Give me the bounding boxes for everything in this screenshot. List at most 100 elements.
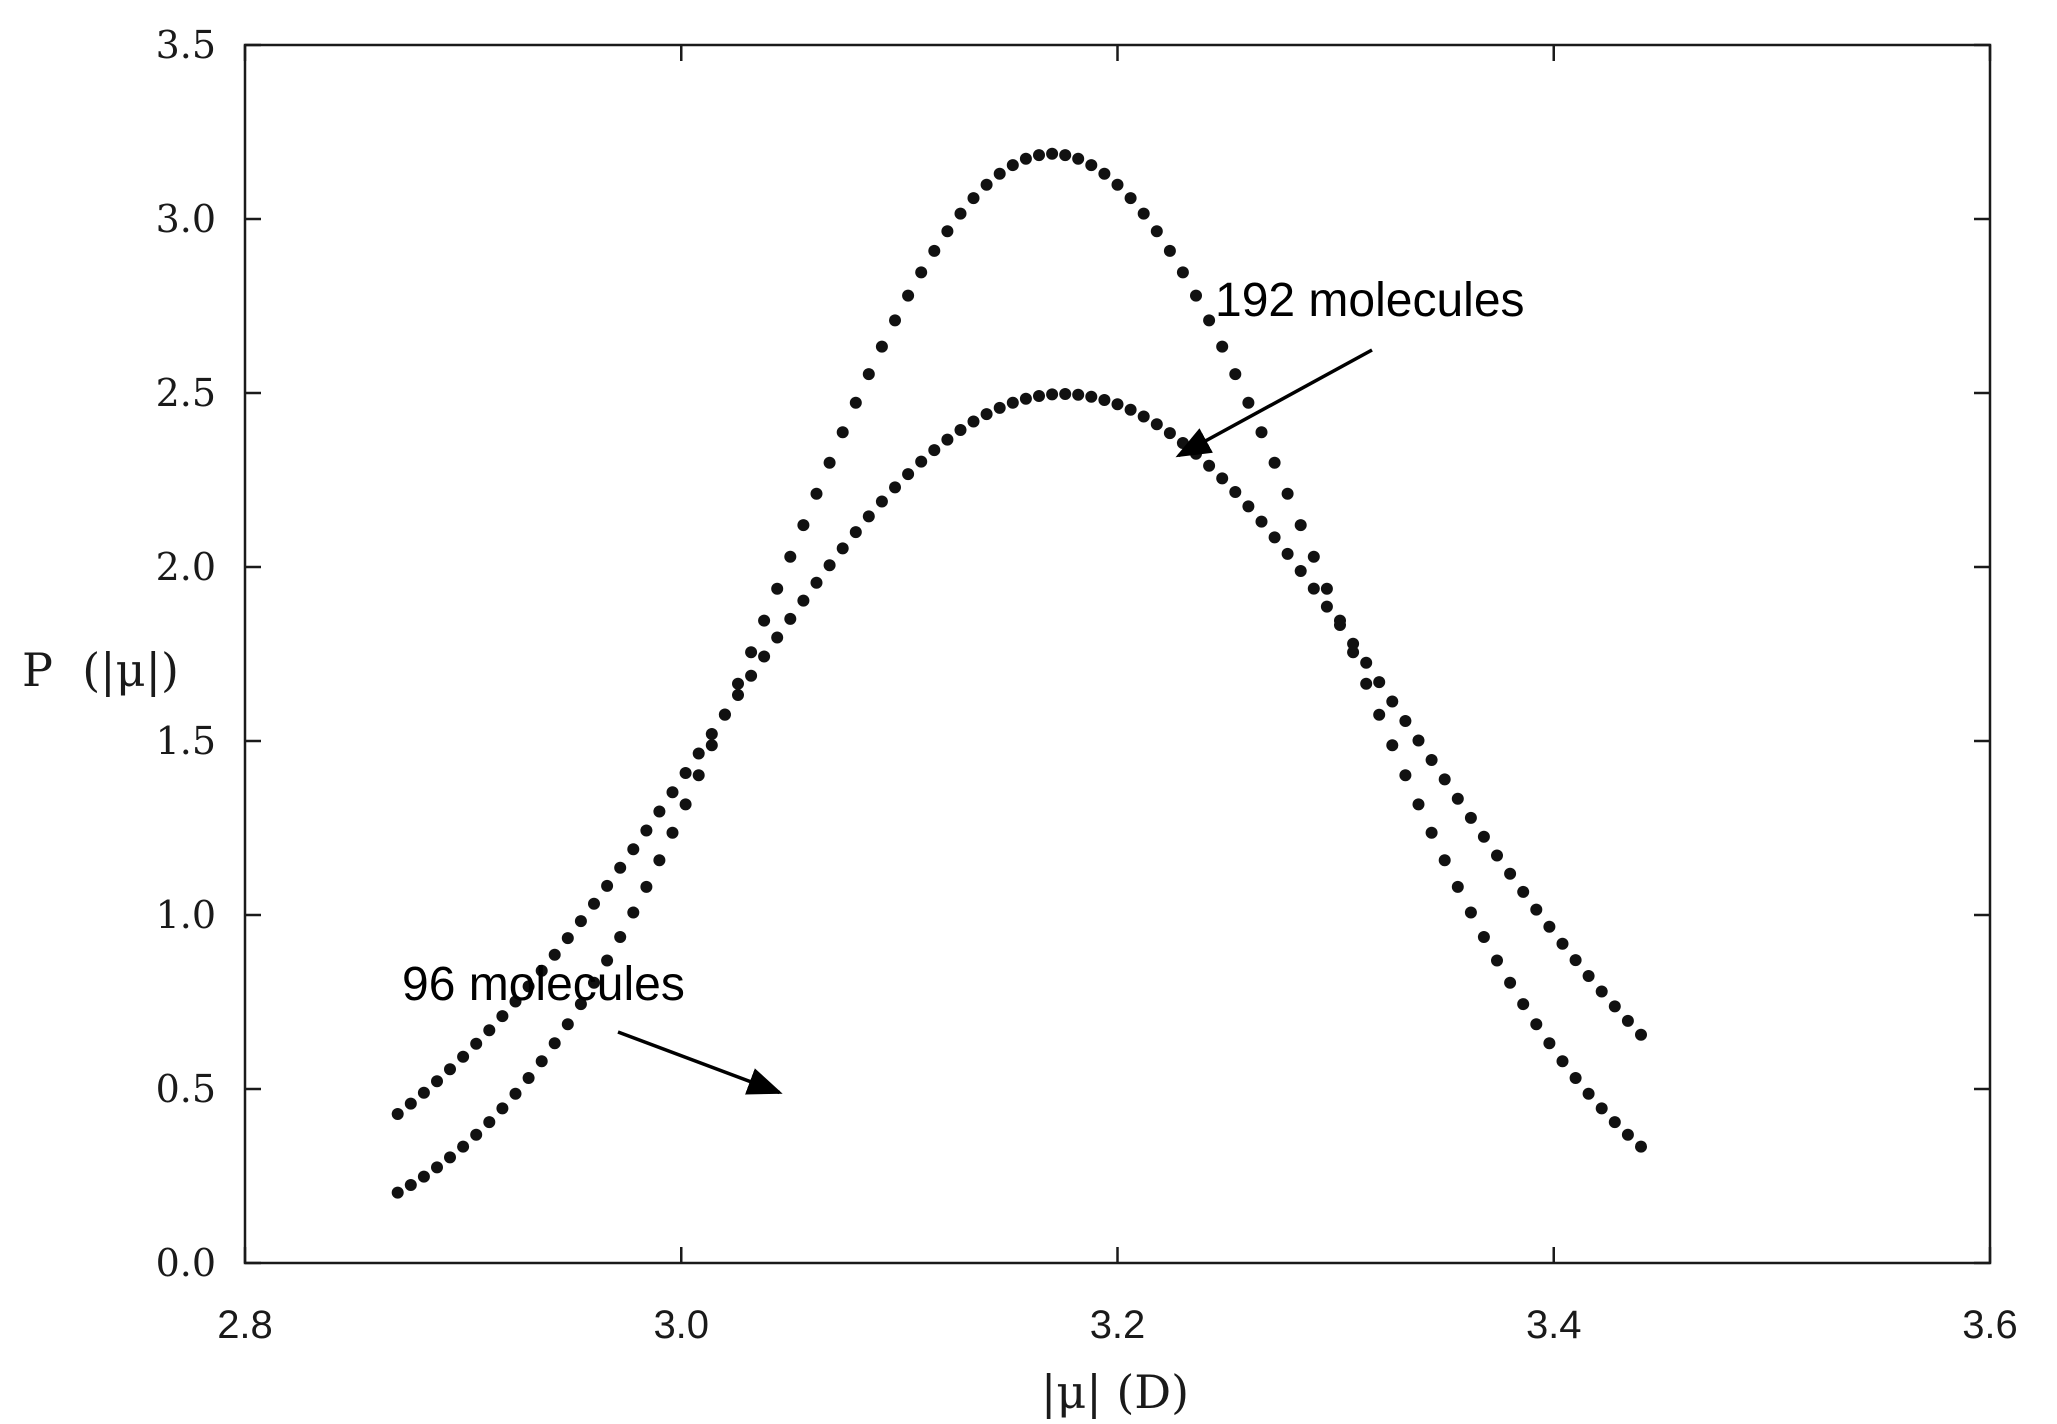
data-point xyxy=(1530,1018,1543,1031)
data-point xyxy=(666,826,679,839)
data-point xyxy=(1635,1028,1647,1041)
data-point xyxy=(1373,708,1386,721)
y-tick-label: 2.0 xyxy=(156,545,216,589)
data-point xyxy=(967,192,980,205)
data-point xyxy=(522,980,535,993)
data-point xyxy=(1111,178,1124,191)
data-point xyxy=(1006,396,1019,409)
data-point xyxy=(509,1087,522,1100)
data-point xyxy=(771,582,784,595)
data-point xyxy=(1608,1116,1621,1129)
data-point xyxy=(404,1179,417,1191)
data-point xyxy=(1438,773,1451,786)
data-point xyxy=(1176,266,1189,279)
data-point xyxy=(823,456,836,469)
data-point xyxy=(1294,565,1307,577)
plot-frame xyxy=(243,43,1992,1265)
y-tick-label: 3.0 xyxy=(156,197,216,241)
data-point xyxy=(444,1063,456,1076)
data-point xyxy=(574,998,587,1011)
data-point xyxy=(1347,646,1360,659)
data-point xyxy=(470,1037,483,1050)
data-point xyxy=(1621,1014,1634,1027)
data-point xyxy=(1595,985,1608,998)
data-point xyxy=(889,481,901,494)
data-point xyxy=(614,861,627,874)
data-point xyxy=(1137,207,1150,220)
data-point xyxy=(1216,472,1229,485)
data-point xyxy=(1360,677,1373,690)
y-tick-label: 1.5 xyxy=(156,719,216,763)
data-point xyxy=(1582,970,1595,982)
x-tick-label: 2.8 xyxy=(217,1303,273,1347)
data-point xyxy=(902,289,915,302)
data-point xyxy=(614,931,627,943)
data-point xyxy=(980,408,993,421)
data-point xyxy=(1281,547,1294,560)
data-point xyxy=(1124,192,1137,205)
data-point xyxy=(797,594,810,607)
data-point xyxy=(836,542,849,555)
x-tick-label: 3.4 xyxy=(1526,1303,1582,1347)
data-point xyxy=(849,526,862,539)
data-point xyxy=(588,976,600,989)
data-point xyxy=(1517,885,1530,898)
data-point xyxy=(1059,149,1072,162)
data-point xyxy=(601,879,614,892)
data-point xyxy=(1242,396,1255,409)
data-point xyxy=(1477,830,1490,843)
data-point xyxy=(535,964,548,977)
data-point xyxy=(679,767,692,779)
data-point xyxy=(1190,289,1202,302)
data-point xyxy=(1451,792,1464,805)
data-point xyxy=(457,1140,470,1153)
data-point xyxy=(1582,1087,1595,1100)
data-point xyxy=(1242,500,1255,513)
data-point xyxy=(836,426,849,439)
data-point xyxy=(1595,1102,1608,1115)
data-point xyxy=(915,266,928,279)
data-point xyxy=(1163,244,1176,257)
data-point xyxy=(1412,798,1425,811)
data-point xyxy=(561,932,574,945)
data-point xyxy=(1399,715,1412,727)
data-point xyxy=(928,244,941,257)
data-point xyxy=(1477,931,1490,943)
data-point xyxy=(1438,854,1451,867)
data-point xyxy=(1216,340,1229,353)
y-tick-label: 1.0 xyxy=(156,893,216,937)
data-point xyxy=(1347,637,1360,650)
data-point xyxy=(1556,937,1569,950)
data-point xyxy=(718,708,731,721)
data-point xyxy=(928,444,941,457)
data-point xyxy=(1635,1140,1647,1153)
data-point xyxy=(1412,734,1425,747)
data-point xyxy=(980,178,993,191)
data-point xyxy=(1504,976,1517,989)
data-point xyxy=(588,897,600,910)
data-point xyxy=(1530,903,1543,916)
data-point xyxy=(784,612,797,625)
data-point xyxy=(1569,954,1582,967)
data-point xyxy=(548,948,561,961)
data-point xyxy=(758,650,771,663)
axis-ticks xyxy=(243,43,1992,1265)
data-point xyxy=(954,424,967,436)
data-point xyxy=(1255,515,1268,528)
data-point xyxy=(1098,167,1111,180)
data-point xyxy=(627,906,640,919)
data-point xyxy=(1072,152,1085,165)
data-point xyxy=(417,1170,430,1183)
data-point xyxy=(1046,388,1059,401)
data-point xyxy=(993,401,1006,414)
data-point xyxy=(902,468,915,481)
x-tick-label: 3.0 xyxy=(653,1303,709,1347)
data-point xyxy=(561,1018,574,1031)
data-point xyxy=(1504,867,1517,880)
x-tick-label: 3.6 xyxy=(1962,1303,2018,1347)
data-point xyxy=(1124,403,1137,416)
data-point xyxy=(1176,437,1189,449)
annotation-96-arrow xyxy=(617,1030,783,1095)
x-tick-label: 3.2 xyxy=(1090,1303,1146,1347)
data-point xyxy=(915,455,928,468)
